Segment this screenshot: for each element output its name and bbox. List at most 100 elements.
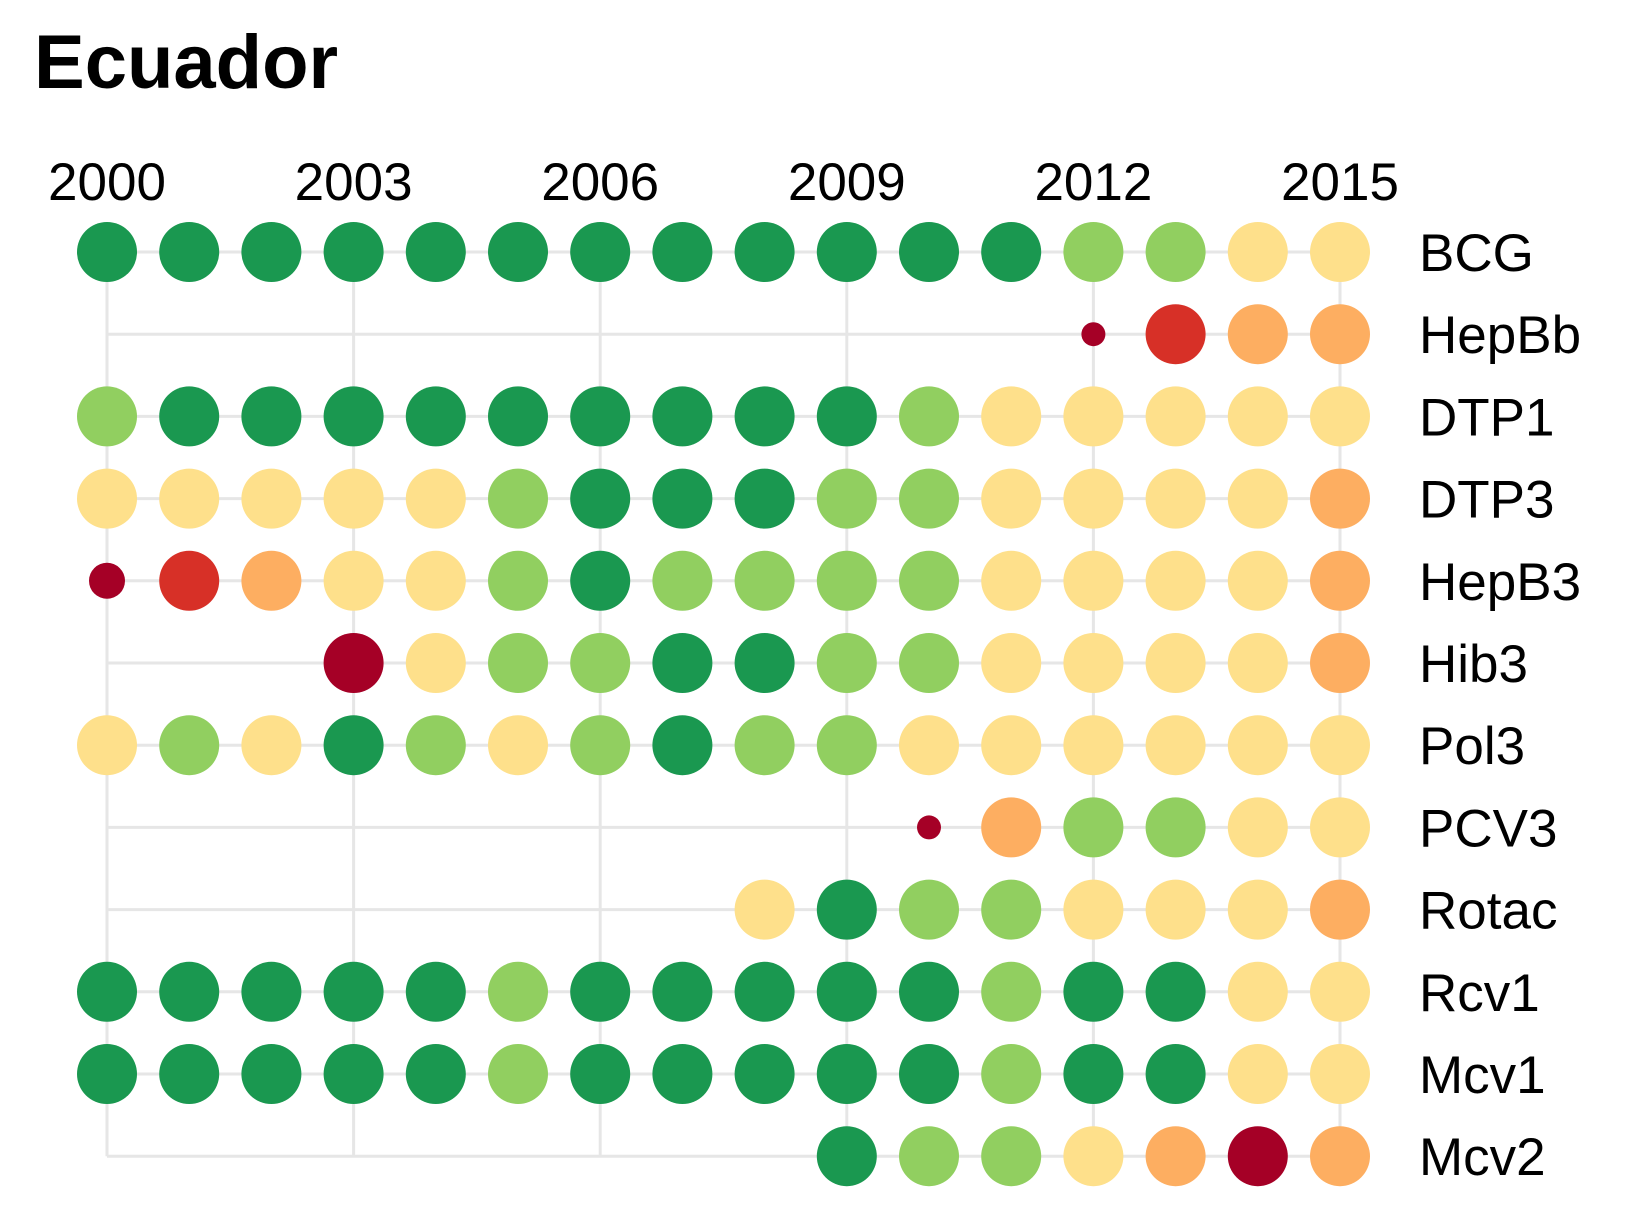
dot-dtp1-2010 bbox=[899, 386, 959, 447]
dot-dtp3-2007 bbox=[652, 468, 713, 529]
dot-hib3-2007 bbox=[652, 633, 713, 693]
dot-rcv1-2013 bbox=[1145, 961, 1206, 1022]
dot-hib3-2014 bbox=[1227, 633, 1288, 693]
dot-hepb3-2004 bbox=[405, 550, 466, 611]
dot-bcg-2001 bbox=[159, 222, 220, 282]
dot-hepb3-2000 bbox=[89, 562, 125, 599]
dot-hib3-2003 bbox=[323, 633, 384, 693]
row-rotac: Rotac bbox=[107, 879, 1557, 941]
row-label: BCG bbox=[1419, 224, 1534, 283]
dot-mcv1-2000 bbox=[77, 1044, 137, 1104]
dot-rcv1-2005 bbox=[488, 961, 548, 1022]
dot-dtp3-2002 bbox=[241, 468, 302, 529]
dot-hib3-2012 bbox=[1063, 633, 1124, 693]
dot-hepb3-2007 bbox=[652, 550, 713, 611]
dot-mcv1-2005 bbox=[488, 1044, 548, 1104]
row-rcv1: Rcv1 bbox=[77, 961, 1540, 1023]
grid bbox=[105, 252, 1342, 1157]
row-bcg: BCG bbox=[77, 222, 1534, 283]
row-label: Hib3 bbox=[1419, 635, 1528, 694]
dot-rcv1-2004 bbox=[405, 961, 466, 1022]
row-dtp3: DTP3 bbox=[77, 468, 1554, 530]
dot-dtp1-2011 bbox=[981, 386, 1042, 447]
dot-mcv2-2014 bbox=[1227, 1126, 1288, 1187]
row-label: Pol3 bbox=[1419, 717, 1525, 776]
dot-dtp3-2015 bbox=[1310, 468, 1370, 529]
dot-pol3-2012 bbox=[1063, 715, 1124, 776]
dot-hepb3-2010 bbox=[899, 550, 959, 611]
dot-mcv1-2003 bbox=[323, 1044, 384, 1104]
row-mcv2: Mcv2 bbox=[107, 1126, 1546, 1187]
x-axis-ticks: 2000 2003 2006 2009 2012 2015 bbox=[48, 153, 1399, 212]
dot-mcv1-2001 bbox=[159, 1044, 220, 1104]
dot-pol3-2007 bbox=[652, 715, 713, 776]
dot-pol3-2011 bbox=[981, 715, 1042, 776]
dot-mcv2-2015 bbox=[1310, 1126, 1370, 1187]
dot-hepb3-2014 bbox=[1227, 550, 1288, 611]
dot-pcv3-2012 bbox=[1063, 797, 1124, 858]
dot-mcv2-2012 bbox=[1063, 1126, 1124, 1187]
dot-bcg-2015 bbox=[1310, 222, 1370, 282]
dot-pol3-2014 bbox=[1227, 715, 1288, 776]
dot-mcv2-2013 bbox=[1145, 1126, 1206, 1187]
dot-bcg-2000 bbox=[77, 222, 137, 282]
dot-dtp3-2000 bbox=[77, 468, 137, 529]
dot-dtp3-2008 bbox=[734, 468, 795, 529]
dot-pol3-2003 bbox=[323, 715, 384, 776]
dot-bcg-2004 bbox=[405, 222, 466, 282]
dot-mcv2-2011 bbox=[981, 1126, 1042, 1187]
dot-dtp1-2004 bbox=[405, 386, 466, 447]
dot-dtp1-2014 bbox=[1227, 386, 1288, 447]
dot-rotac-2010 bbox=[899, 879, 959, 940]
dot-pol3-2010 bbox=[899, 715, 959, 776]
dot-dtp1-2003 bbox=[323, 386, 384, 447]
dot-hepbb-2014 bbox=[1227, 304, 1288, 365]
dot-pcv3-2010 bbox=[917, 815, 941, 840]
dot-dtp3-2012 bbox=[1063, 468, 1124, 529]
dot-hepb3-2011 bbox=[981, 550, 1042, 611]
dot-pol3-2013 bbox=[1145, 715, 1206, 776]
dot-dtp3-2013 bbox=[1145, 468, 1206, 529]
dot-hib3-2004 bbox=[405, 633, 466, 693]
dot-pol3-2006 bbox=[570, 715, 631, 776]
dot-dtp1-2012 bbox=[1063, 386, 1124, 447]
dot-rcv1-2007 bbox=[652, 961, 713, 1022]
row-pol3: Pol3 bbox=[77, 715, 1525, 776]
dot-hib3-2015 bbox=[1310, 633, 1370, 693]
dot-mcv1-2014 bbox=[1227, 1044, 1288, 1104]
row-label: DTP3 bbox=[1419, 471, 1554, 530]
row-pcv3: PCV3 bbox=[107, 797, 1557, 858]
dot-rcv1-2003 bbox=[323, 961, 384, 1022]
dot-rcv1-2006 bbox=[570, 961, 631, 1022]
dot-hepbb-2012 bbox=[1081, 322, 1106, 347]
dot-hepb3-2008 bbox=[734, 550, 795, 611]
dot-mcv1-2004 bbox=[405, 1044, 466, 1104]
dot-hepb3-2005 bbox=[488, 550, 548, 611]
dot-rotac-2015 bbox=[1310, 879, 1370, 940]
dot-bcg-2002 bbox=[241, 222, 302, 282]
dot-mcv1-2007 bbox=[652, 1044, 713, 1104]
dot-dtp3-2010 bbox=[899, 468, 959, 529]
dot-dtp1-2001 bbox=[159, 386, 220, 447]
x-tick-label: 2003 bbox=[295, 153, 413, 212]
dot-dtp1-2005 bbox=[488, 386, 548, 447]
dot-rcv1-2009 bbox=[816, 961, 877, 1022]
x-tick-label: 2000 bbox=[48, 153, 166, 212]
dot-hib3-2011 bbox=[981, 633, 1042, 693]
dot-dtp1-2013 bbox=[1145, 386, 1206, 447]
dot-rotac-2011 bbox=[981, 879, 1042, 940]
dot-rcv1-2002 bbox=[241, 961, 302, 1022]
dot-rcv1-2000 bbox=[77, 961, 137, 1022]
dot-dtp3-2006 bbox=[570, 468, 631, 529]
x-tick-label: 2015 bbox=[1281, 153, 1399, 212]
rows: BCG HepBb DTP1 DTP3 HepB3 Hib3 Pol3 PCV3 Rotac Rc… bbox=[77, 222, 1581, 1187]
row-label: HepB3 bbox=[1419, 553, 1581, 612]
dot-pol3-2000 bbox=[77, 715, 137, 776]
dot-hepb3-2015 bbox=[1310, 550, 1370, 611]
dot-dtp1-2015 bbox=[1310, 386, 1370, 447]
dot-pol3-2015 bbox=[1310, 715, 1370, 776]
row-label: Mcv2 bbox=[1419, 1128, 1546, 1187]
dot-rcv1-2001 bbox=[159, 961, 220, 1022]
dot-mcv1-2008 bbox=[734, 1044, 795, 1104]
dot-pcv3-2015 bbox=[1310, 797, 1370, 858]
